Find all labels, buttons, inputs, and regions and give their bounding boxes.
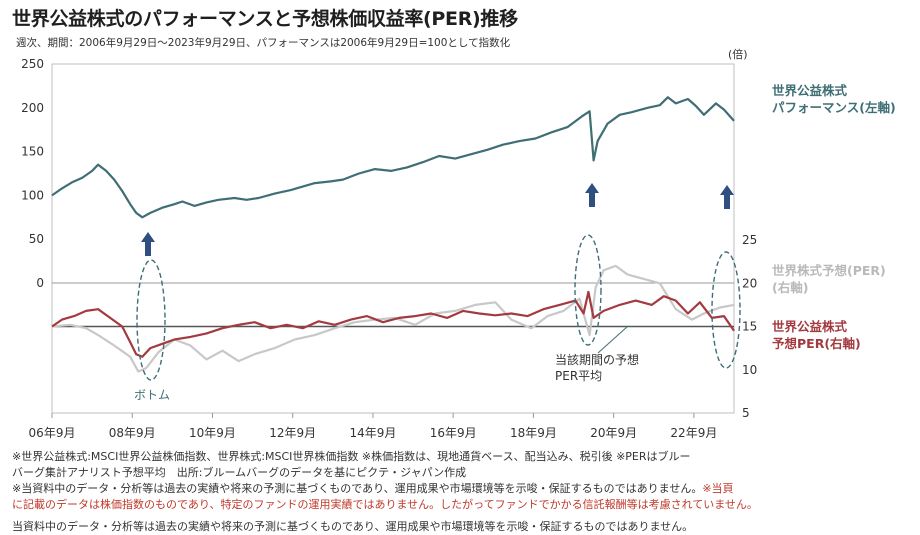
up-arrow-icon — [141, 232, 155, 256]
left-tick-label: 0 — [36, 276, 44, 290]
footnotes: ※世界公益株式:MSCI世界公益株価指数、世界株式:MSCI世界株価指数 ※株価… — [12, 449, 912, 513]
avg-per-annotation: PER平均 — [555, 369, 602, 383]
legend-performance-label: 世界公益株式 パフォーマンス(左軸) — [772, 83, 896, 115]
legend-fund-per: 世界公益株式 予想PER(右軸) — [772, 318, 861, 352]
right-tick-label: 20 — [742, 276, 757, 290]
right-tick-label: 25 — [742, 233, 757, 247]
left-tick-label: 150 — [21, 145, 44, 159]
series-performance-line — [51, 96, 735, 219]
x-tick-label: 10年9月 — [189, 426, 236, 440]
legend-world-per: 世界株式予想(PER) (右軸) — [772, 262, 886, 296]
x-tick-label: 08年9月 — [109, 426, 156, 440]
x-tick-label: 06年9月 — [29, 426, 76, 440]
legend-performance: 世界公益株式 パフォーマンス(左軸) — [772, 82, 896, 116]
note-line-5: 当資料中のデータ・分析等は過去の実績や将来の予測に基づくものであり、運用成果や市… — [12, 520, 694, 533]
series-world-per-line — [51, 264, 735, 373]
x-tick-label: 16年9月 — [430, 426, 477, 440]
note-line-3b: ※当頁 — [702, 482, 734, 495]
note-line-1: ※世界公益株式:MSCI世界公益株価指数、世界株式:MSCI世界株価指数 ※株価… — [12, 450, 691, 463]
up-arrow-icon — [720, 185, 734, 209]
x-tick-label: 20年9月 — [590, 426, 637, 440]
left-tick-label: 100 — [21, 188, 44, 202]
right-axis-unit: (倍) — [728, 47, 748, 61]
avg-per-pointer — [597, 325, 629, 354]
note-line-4: に記載のデータは株価指数のものであり、特定のファンドの運用実績ではありません。し… — [12, 498, 758, 511]
legend-fund-per-label: 世界公益株式 予想PER(右軸) — [772, 319, 861, 351]
chart-title: 世界公益株式のパフォーマンスと予想株価収益率(PER)推移 — [12, 8, 518, 30]
series-fund-per-line — [51, 290, 735, 358]
right-tick-label: 10 — [742, 363, 757, 377]
note-line-2: バーグ集計アナリスト予想平均 出所:ブルームバーグのデータを基にピクテ・ジャパン… — [12, 466, 467, 479]
left-tick-label: 200 — [21, 101, 44, 115]
up-arrow-icon — [585, 183, 599, 207]
note-line-3a: ※当資料中のデータ・分析等は過去の実績や将来の予測に基づくものであり、運用成果や… — [12, 482, 703, 495]
plot-frame — [51, 63, 735, 414]
highlight-ellipse — [711, 251, 741, 369]
x-tick-label: 18年9月 — [510, 426, 557, 440]
chart-subtitle: 週次、期間：2006年9月29日～2023年9月29日、パフォーマンスは2006… — [16, 37, 511, 49]
highlight-ellipse — [136, 259, 166, 381]
highlight-ellipse — [574, 234, 602, 346]
x-tick-label: 12年9月 — [269, 426, 316, 440]
note-line-3: ※当資料中のデータ・分析等は過去の実績や将来の予測に基づくものであり、運用成果や… — [12, 481, 912, 497]
avg-per-annotation: 当該期間の予想 — [555, 352, 639, 367]
x-tick-label: 14年9月 — [349, 426, 396, 440]
x-tick-label: 22年9月 — [670, 426, 717, 440]
left-tick-label: 50 — [29, 232, 44, 246]
bottom-annotation: ボトム — [134, 388, 170, 402]
legend-world-per-label: 世界株式予想(PER) (右軸) — [772, 263, 886, 295]
chart-canvas: 250 200 150 100 50 0 25 20 15 10 5 (倍) 06年9月 08年9月 10年… — [21, 47, 757, 440]
right-tick-label: 5 — [742, 406, 750, 420]
right-tick-label: 15 — [742, 320, 757, 334]
left-tick-label: 250 — [21, 57, 44, 71]
